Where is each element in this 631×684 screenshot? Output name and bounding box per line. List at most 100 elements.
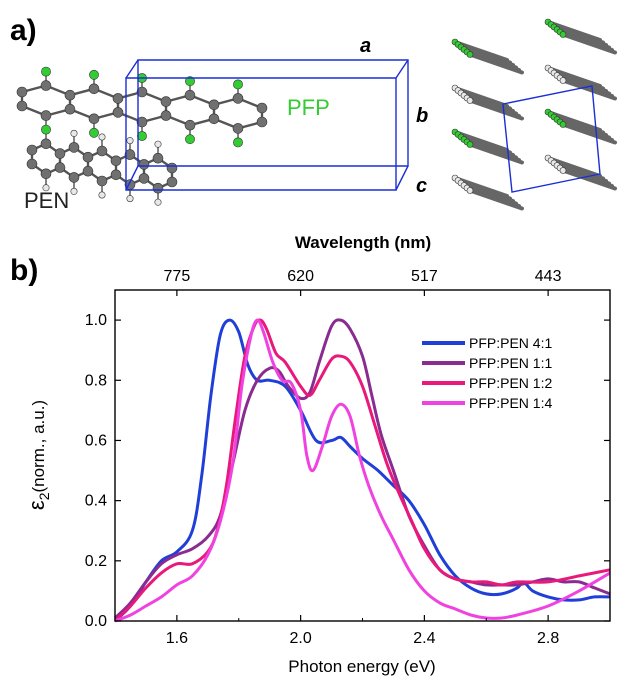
- hydrogen-atom: [70, 187, 78, 195]
- carbon-atom: [16, 100, 28, 112]
- y-tick-label: 0.6: [85, 432, 107, 449]
- top-tick-label: 443: [535, 268, 562, 285]
- fluorine-atom: [137, 131, 147, 141]
- x-axis-tick-labels: 1.6 2.0 2.4 2.8: [166, 630, 560, 647]
- lattice-axis-c-label: c: [416, 175, 427, 197]
- carbon-atom: [68, 142, 80, 153]
- y-axis-title-subscript: 2: [36, 492, 52, 500]
- fluorine-atom: [466, 51, 474, 58]
- carbon-atom: [96, 145, 108, 157]
- carbon-atom: [184, 119, 196, 131]
- top-tick-label: 620: [287, 268, 314, 285]
- stacked-molecule: [468, 142, 524, 165]
- carbon-atom: [82, 165, 94, 177]
- carbon-atom: [40, 168, 52, 180]
- legend-label: PFP:PEN 1:1: [469, 355, 552, 371]
- carbon-atom: [64, 89, 76, 101]
- carbon-atom: [138, 159, 150, 170]
- hydrogen-atom: [98, 191, 106, 199]
- carbon-atom: [232, 123, 244, 134]
- carbon-atom: [26, 158, 38, 170]
- fluorine-atom: [185, 76, 195, 87]
- carbon-atom: [110, 155, 122, 167]
- carbon-atom: [40, 110, 52, 121]
- x-axis-title: Photon energy (eV): [288, 657, 435, 676]
- carbon-atom: [136, 86, 148, 98]
- hydrogen-atom: [70, 129, 78, 137]
- series-line-4: [114, 318, 611, 623]
- carbon-atom: [112, 93, 124, 104]
- carbon-atom: [26, 144, 38, 156]
- plot-area: [113, 289, 611, 623]
- y-tick-label: 1.0: [85, 312, 107, 329]
- series-line-2: [113, 318, 611, 620]
- carbon-atom: [88, 113, 100, 125]
- carbon-atom: [40, 138, 52, 150]
- stacked-molecule: [468, 52, 524, 75]
- packing-unit-cell: [502, 85, 601, 193]
- stacked-molecule: [561, 78, 617, 101]
- y-axis-title-units: (norm., a.u.): [29, 400, 48, 493]
- legend: PFP:PEN 4:1 PFP:PEN 1:1 PFP:PEN 1:2 PFP:PEN…: [422, 335, 552, 411]
- x-tick-label: 2.8: [537, 630, 559, 647]
- hydrogen-atom: [42, 184, 50, 192]
- carbon-atom: [208, 113, 220, 125]
- hydrogen-atom: [126, 195, 134, 203]
- fluorine-atom: [89, 69, 99, 80]
- carbon-atom: [82, 151, 94, 163]
- fluorine-atom: [233, 137, 243, 148]
- carbon-atom: [184, 89, 196, 101]
- herringbone-packing-view: [451, 18, 617, 211]
- top-tick-label: 517: [411, 268, 438, 285]
- unit-cell-box: [125, 59, 409, 191]
- hydrogen-atom: [98, 133, 106, 141]
- fluorine-atom: [559, 121, 567, 128]
- molecular-structure-pfp-pen: [16, 66, 268, 206]
- hydrogen-atom: [466, 187, 474, 194]
- carbon-atom: [124, 149, 136, 160]
- legend-label: PFP:PEN 1:4: [469, 395, 552, 411]
- stacked-molecule: [561, 32, 617, 55]
- stacked-molecule: [468, 98, 524, 121]
- lattice-axis-b-label: b: [416, 105, 428, 127]
- hydrogen-atom: [559, 77, 567, 84]
- axis-ticks: [114, 290, 611, 622]
- carbon-atom: [96, 175, 108, 187]
- hydrogen-atom: [154, 198, 162, 206]
- stacked-molecule: [561, 122, 617, 145]
- x-tick-label: 2.4: [413, 630, 435, 647]
- carbon-atom: [256, 102, 268, 114]
- carbon-atom: [40, 80, 52, 91]
- y-axis-title: ε2(norm., a.u.): [24, 400, 52, 510]
- legend-label: PFP:PEN 1:2: [469, 375, 552, 391]
- carbon-atom: [64, 103, 76, 115]
- carbon-atom: [152, 182, 164, 194]
- lattice-axis-a-label: a: [360, 35, 371, 57]
- panel-a-crystal-structure: a) PFP PEN a b c: [10, 14, 617, 213]
- x-tick-label: 2.0: [290, 630, 312, 647]
- panel-b-label: b): [10, 254, 38, 287]
- hydrogen-atom: [559, 167, 567, 174]
- carbon-atom: [208, 99, 220, 111]
- carbon-atom: [110, 169, 122, 181]
- y-tick-label: 0.0: [85, 613, 107, 630]
- top-tick-label: 775: [164, 268, 191, 285]
- carbon-atom: [256, 116, 268, 128]
- legend-label: PFP:PEN 4:1: [469, 335, 552, 351]
- carbon-atom: [166, 162, 178, 174]
- carbon-atom: [136, 116, 148, 128]
- y-tick-label: 0.8: [85, 372, 107, 389]
- top-axis-title: Wavelength (nm): [295, 233, 431, 252]
- fluorine-atom: [466, 141, 474, 148]
- carbon-atom: [54, 148, 66, 159]
- y-axis-title-symbol: ε: [24, 500, 49, 510]
- pfp-label: PFP: [287, 95, 330, 120]
- fluorine-atom: [185, 134, 195, 145]
- stacked-molecule: [468, 188, 524, 211]
- fluorine-atom: [233, 79, 243, 90]
- fluorine-atom: [89, 127, 99, 138]
- panel-b-chart: b) Wavelength (nm) 775 620 517 443 1.6 2.0 2.…: [10, 233, 611, 676]
- top-axis-tick-labels: 775 620 517 443: [164, 268, 562, 285]
- carbon-atom: [232, 93, 244, 104]
